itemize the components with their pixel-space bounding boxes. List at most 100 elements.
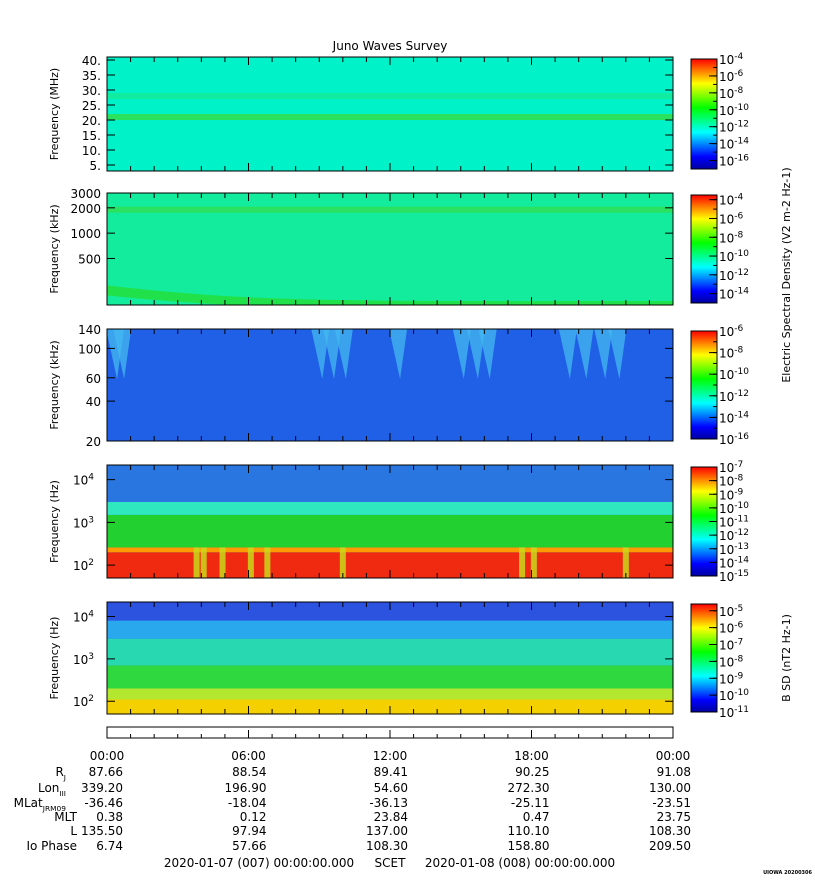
spectral-layer bbox=[107, 620, 673, 639]
y-tick-label-base: 10 bbox=[73, 474, 88, 488]
ephemeris-value: 90.25 bbox=[515, 765, 549, 779]
footer-start-time: 2020-01-07 (007) 00:00:00.000 bbox=[164, 856, 354, 870]
spectrogram-background bbox=[107, 329, 673, 441]
colorbar-tick-label: 10-8 bbox=[719, 230, 744, 245]
colorbar-tick-label: 10-7 bbox=[719, 638, 743, 653]
spectral-layer bbox=[107, 514, 673, 548]
ephemeris-value: 0.38 bbox=[96, 810, 123, 824]
ephemeris-row-label-sub: J bbox=[63, 773, 66, 782]
ephemeris-value: -23.51 bbox=[652, 796, 691, 810]
y-tick-label: 500 bbox=[78, 252, 101, 266]
colorbar-tick-label-sup: -16 bbox=[734, 154, 749, 164]
colorbar-tick-label-base: 10 bbox=[719, 655, 734, 669]
spectral-layer bbox=[107, 501, 673, 515]
y-tick-label: 10. bbox=[82, 144, 101, 158]
y-tick-label-sup: 4 bbox=[88, 473, 94, 483]
ephemeris-row-label: L bbox=[70, 824, 77, 838]
radio-burst bbox=[334, 329, 353, 379]
ephemeris-value: 6.74 bbox=[96, 839, 123, 853]
colorbar-tick-label-base: 10 bbox=[719, 411, 734, 425]
colorbar-tick-label: 10-10 bbox=[719, 367, 749, 382]
y-tick-label-base: 10 bbox=[73, 611, 88, 625]
data-gap-stripe bbox=[519, 547, 526, 578]
colorbar-tick-label: 10-6 bbox=[719, 324, 744, 339]
colorbar-tick-label-base: 10 bbox=[719, 121, 734, 135]
y-tick-label: 104 bbox=[73, 473, 94, 488]
colorbar-tick-label-sup: -12 bbox=[734, 120, 749, 130]
ephemeris-value: 54.60 bbox=[374, 781, 408, 795]
colorbar-tick-label-base: 10 bbox=[719, 605, 734, 619]
ephemeris-row-label-base: MLat bbox=[14, 796, 43, 810]
colorbar-tick-label-base: 10 bbox=[719, 502, 734, 516]
spectrogram-image bbox=[107, 465, 673, 578]
colorbar-tick-label: 10-12 bbox=[719, 120, 749, 135]
y-tick-label: 15. bbox=[82, 129, 101, 143]
ephemeris-row-label: RJ bbox=[55, 765, 66, 782]
y-tick-label: 40 bbox=[86, 395, 101, 409]
ephemeris-row-label: Io Phase bbox=[26, 839, 77, 853]
colorbar-tick-label-base: 10 bbox=[719, 104, 734, 118]
colorbar-tick-label-sup: -16 bbox=[734, 432, 749, 442]
ephemeris-value: 87.66 bbox=[89, 765, 123, 779]
colorbar-tick-label: 10-11 bbox=[719, 705, 749, 720]
colorbar-tick-label-sup: -10 bbox=[734, 249, 749, 259]
ephemeris-row-label-sub: JRM09 bbox=[42, 804, 67, 813]
emission-band bbox=[107, 93, 673, 99]
colorbar-tick-label-sup: -8 bbox=[734, 474, 743, 484]
colorbar-tick-label-base: 10 bbox=[719, 488, 734, 502]
colorbar-tick-label-base: 10 bbox=[719, 433, 734, 447]
ephemeris-row-label-base: R bbox=[55, 765, 63, 779]
ephemeris-value: 97.94 bbox=[232, 824, 266, 838]
colorbar-tick-label: 10-5 bbox=[719, 604, 743, 619]
y-tick-label: 100 bbox=[78, 342, 101, 356]
colorbar-tick-label: 10-10 bbox=[719, 688, 749, 703]
y-axis-label: Frequency (Hz) bbox=[48, 617, 61, 700]
data-gap-stripe bbox=[622, 547, 629, 578]
radio-burst bbox=[478, 329, 497, 379]
colorbar-tick-label-base: 10 bbox=[719, 556, 734, 570]
ephemeris-value: 108.30 bbox=[649, 824, 691, 838]
ephemeris-value: 339.20 bbox=[81, 781, 123, 795]
y-tick-label-sup: 3 bbox=[88, 652, 94, 662]
colorbar-tick-label-base: 10 bbox=[719, 706, 734, 720]
colorbar-tick-label-base: 10 bbox=[719, 155, 734, 169]
radio-burst bbox=[323, 329, 342, 379]
colorbar-tick-label-base: 10 bbox=[719, 639, 734, 653]
emission-band bbox=[107, 206, 673, 213]
ephemeris-table: RJ 87.66 88.54 89.41 90.25 91.08 LonIII 339.20 1… bbox=[14, 765, 691, 853]
y-tick-label-base: 10 bbox=[73, 653, 88, 667]
colorbar-tick-label: 10-8 bbox=[719, 654, 744, 669]
radio-burst bbox=[311, 329, 330, 379]
y-axis-label: Frequency (MHz) bbox=[48, 68, 61, 160]
y-tick-label: 2000 bbox=[70, 202, 101, 216]
time-tick-label: 00:00 bbox=[90, 749, 125, 763]
ephemeris-value: -36.13 bbox=[369, 796, 408, 810]
colorbar-tick-label-sup: -8 bbox=[734, 654, 743, 664]
colorbar-tick-label-base: 10 bbox=[719, 516, 734, 530]
colorbar-tick-label-base: 10 bbox=[719, 70, 734, 84]
colorbar-tick-label-base: 10 bbox=[719, 622, 734, 636]
colorbar-tick-label-sup: -6 bbox=[734, 621, 743, 631]
colorbar-tick-label: 10-10 bbox=[719, 103, 749, 118]
colorbar-label: Electric Spectral Density (V2 m-2 Hz-1) bbox=[780, 167, 793, 382]
ephemeris-value: 272.30 bbox=[508, 781, 550, 795]
colorbar-tick-label-sup: -10 bbox=[734, 501, 749, 511]
time-tick-label: 06:00 bbox=[231, 749, 266, 763]
colorbar-tick-label-base: 10 bbox=[719, 543, 734, 557]
colorbar-tick-label: 10-14 bbox=[719, 410, 749, 425]
ephemeris-value: -25.11 bbox=[511, 796, 550, 810]
y-tick-label: 5. bbox=[90, 159, 101, 173]
colorbar-tick-label-sup: -8 bbox=[734, 230, 743, 240]
colorbar-tick-label-sup: -10 bbox=[734, 688, 749, 698]
colorbar-tick-label-sup: -9 bbox=[734, 671, 743, 681]
ephemeris-value: -18.04 bbox=[228, 796, 267, 810]
colorbar-tick-label: 10-7 bbox=[719, 460, 743, 475]
y-tick-label-base: 10 bbox=[73, 559, 88, 573]
colorbar-tick-label-sup: -7 bbox=[734, 460, 743, 470]
colorbar-tick-label: 10-16 bbox=[719, 432, 749, 447]
colorbar-tick-label-sup: -15 bbox=[734, 569, 749, 579]
colorbar-tick-label-sup: -12 bbox=[734, 268, 749, 278]
